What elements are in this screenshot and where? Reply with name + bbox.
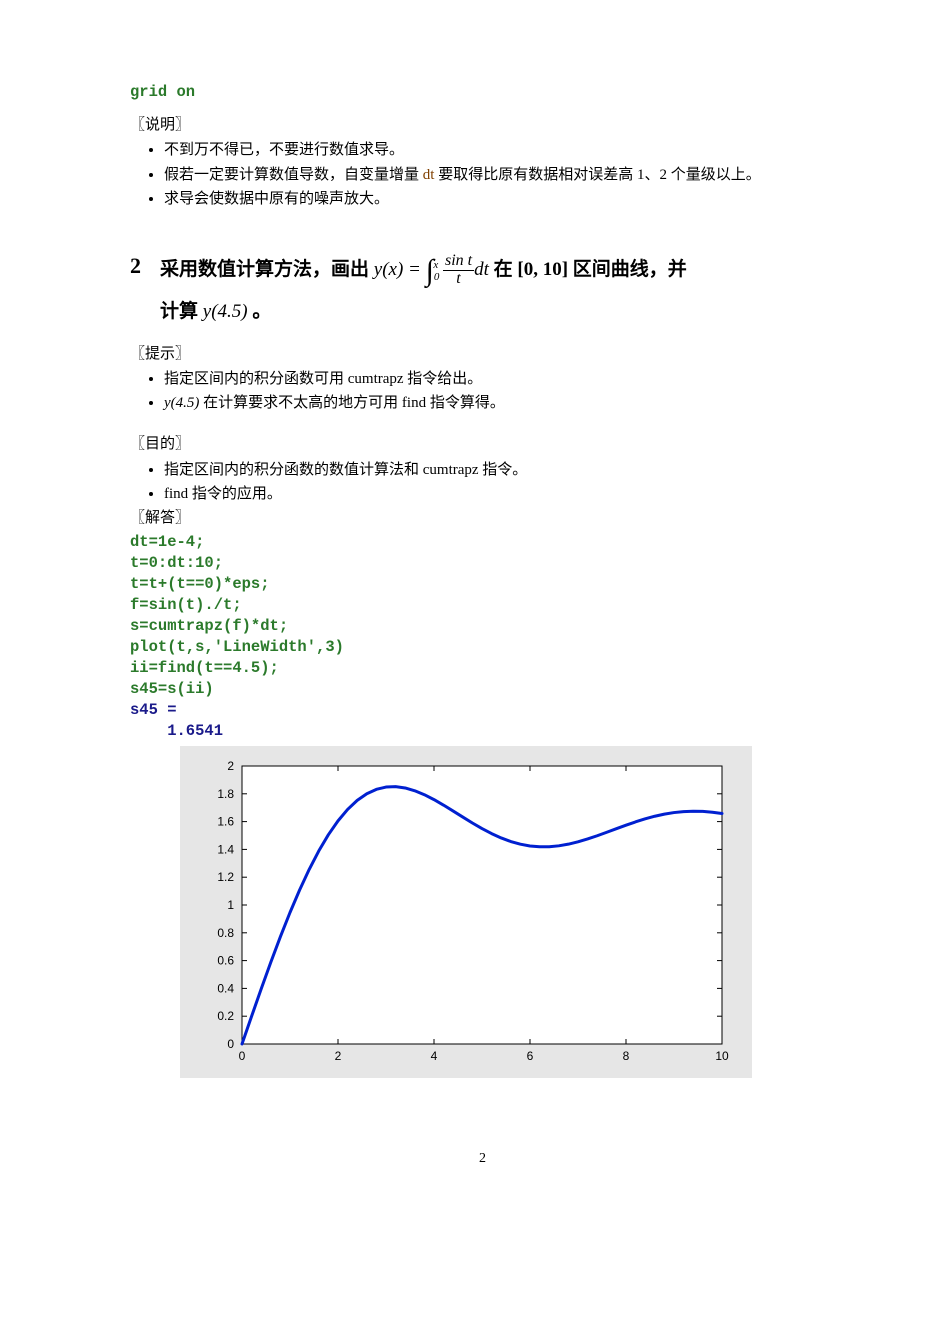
code-line-top: grid on <box>130 80 835 104</box>
list-item: 求导会使数据中原有的噪声放大。 <box>164 188 835 211</box>
y-45: y(4.5) <box>164 395 199 411</box>
list-item: y(4.5) 在计算要求不太高的地方可用 find 指令算得。 <box>164 392 835 415</box>
sine-integral-chart: 0 2 4 6 8 10 0 0.2 0.4 0.6 0.8 1 1.2 1.4 1.6 1.8 2 <box>186 752 734 1072</box>
problem-heading: 2 采用数值计算方法，画出 y(x) = ∫0x sin ttdt 在 [0, … <box>130 249 835 333</box>
svg-text:1.8: 1.8 <box>217 786 234 800</box>
y-45: y(4.5) <box>203 301 248 322</box>
equation: y(x) = ∫0x sin ttdt <box>374 259 494 280</box>
hints-heading: 〖提示〗 <box>130 343 835 366</box>
code-line: f=sin(t)./t; <box>130 595 835 616</box>
fraction: sin tt <box>443 253 474 288</box>
svg-text:0.8: 0.8 <box>217 925 234 939</box>
svg-text:1: 1 <box>227 898 234 912</box>
svg-text:4: 4 <box>431 1049 438 1063</box>
text: 要取得比原有数据相对误差高 1、2 个量级以上。 <box>434 167 760 183</box>
text: 在 [0, 10] 区间曲线，并 <box>494 259 687 280</box>
text: 采用数值计算方法，画出 <box>160 259 369 280</box>
list-item: 假若一定要计算数值导数，自变量增量 dt 要取得比原有数据相对误差高 1、2 个… <box>164 164 835 187</box>
answer-heading: 〖解答〗 <box>130 507 835 530</box>
svg-text:10: 10 <box>715 1049 729 1063</box>
frac-num: sin t <box>443 253 474 271</box>
code-line: t=0:dt:10; <box>130 553 835 574</box>
output-line: s45 = <box>130 700 835 721</box>
code-block: dt=1e-4; t=0:dt:10; t=t+(t==0)*eps; f=si… <box>130 532 835 741</box>
svg-text:1.6: 1.6 <box>217 814 234 828</box>
text: 假若一定要计算数值导数，自变量增量 <box>164 167 423 183</box>
text: 计算 <box>160 301 203 322</box>
list-item: 不到万不得已，不要进行数值求导。 <box>164 139 835 162</box>
problem-statement: 采用数值计算方法，画出 y(x) = ∫0x sin ttdt 在 [0, 10… <box>160 249 687 333</box>
notes-heading: 〖说明〗 <box>130 114 835 137</box>
chart-container: 0 2 4 6 8 10 0 0.2 0.4 0.6 0.8 1 1.2 1.4 1.6 1.8 2 <box>180 746 752 1078</box>
eq-lhs: y(x) = <box>374 259 426 280</box>
svg-text:0.4: 0.4 <box>217 981 234 995</box>
svg-text:0.6: 0.6 <box>217 953 234 967</box>
list-item: 指定区间内的积分函数可用 cumtrapz 指令给出。 <box>164 368 835 391</box>
int-upper: x <box>433 259 438 271</box>
dt: dt <box>474 259 489 280</box>
problem-number: 2 <box>130 249 160 283</box>
svg-text:0.2: 0.2 <box>217 1009 234 1023</box>
frac-den: t <box>443 271 474 288</box>
code-line: plot(t,s,'LineWidth',3) <box>130 637 835 658</box>
code-line: s45=s(ii) <box>130 679 835 700</box>
page-number: 2 <box>130 1148 835 1170</box>
int-lower: 0 <box>434 271 440 283</box>
svg-text:6: 6 <box>527 1049 534 1063</box>
goals-heading: 〖目的〗 <box>130 433 835 456</box>
svg-text:2: 2 <box>227 759 234 773</box>
svg-text:0: 0 <box>227 1037 234 1051</box>
code-line: t=t+(t==0)*eps; <box>130 574 835 595</box>
list-item: find 指令的应用。 <box>164 483 835 506</box>
text: 。 <box>248 301 272 322</box>
code-line: dt=1e-4; <box>130 532 835 553</box>
notes-list: 不到万不得已，不要进行数值求导。 假若一定要计算数值导数，自变量增量 dt 要取… <box>164 139 835 211</box>
svg-text:0: 0 <box>239 1049 246 1063</box>
list-item: 指定区间内的积分函数的数值计算法和 cumtrapz 指令。 <box>164 459 835 482</box>
text: 在计算要求不太高的地方可用 find 指令算得。 <box>199 395 504 411</box>
inline-code: dt <box>423 167 435 183</box>
svg-text:2: 2 <box>335 1049 342 1063</box>
goals-list: 指定区间内的积分函数的数值计算法和 cumtrapz 指令。 find 指令的应… <box>164 459 835 507</box>
code-line: ii=find(t==4.5); <box>130 658 835 679</box>
svg-text:1.4: 1.4 <box>217 842 234 856</box>
code-line: s=cumtrapz(f)*dt; <box>130 616 835 637</box>
output-line: 1.6541 <box>130 721 835 742</box>
hints-list: 指定区间内的积分函数可用 cumtrapz 指令给出。 y(4.5) 在计算要求… <box>164 368 835 416</box>
svg-text:1.2: 1.2 <box>217 870 234 884</box>
svg-text:8: 8 <box>623 1049 630 1063</box>
